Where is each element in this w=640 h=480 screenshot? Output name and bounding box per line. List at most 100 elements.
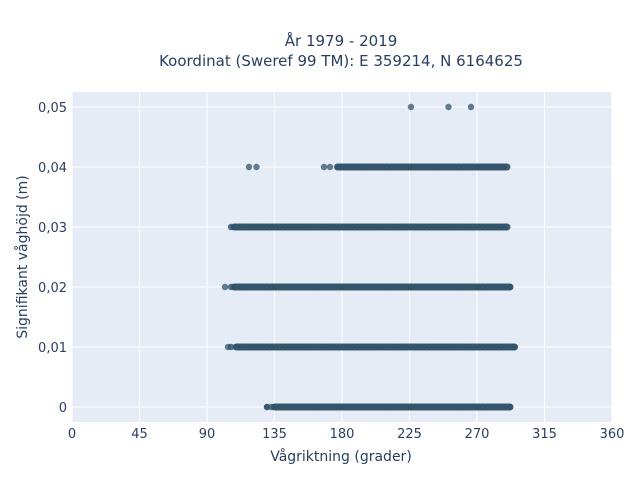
data-point — [452, 223, 460, 231]
data-point — [232, 223, 239, 231]
data-point — [376, 403, 383, 411]
data-point — [358, 343, 365, 351]
data-point — [295, 223, 302, 231]
data-point — [272, 283, 280, 291]
data-point — [376, 343, 383, 351]
data-point — [250, 223, 257, 231]
data-point — [407, 283, 415, 291]
data-point — [295, 343, 302, 351]
data-point — [380, 403, 388, 411]
y-tick-label: 0,04 — [38, 161, 67, 176]
data-point — [313, 343, 320, 351]
data-point — [277, 403, 284, 411]
data-point — [254, 343, 262, 351]
data-point — [455, 163, 463, 171]
x-tick-label: 45 — [131, 427, 148, 442]
data-point — [334, 163, 341, 171]
data-point — [448, 343, 455, 351]
data-point — [371, 403, 379, 411]
data-point — [491, 163, 499, 171]
data-point — [434, 283, 442, 291]
data-point — [389, 283, 397, 291]
data-point — [340, 223, 347, 231]
data-point — [286, 283, 293, 291]
data-point — [398, 343, 406, 351]
data-point — [425, 283, 433, 291]
data-point — [290, 343, 298, 351]
x-axis-title: Vågriktning (grader) — [270, 448, 412, 465]
data-point — [290, 403, 298, 411]
data-point — [466, 343, 473, 351]
data-point — [424, 163, 431, 171]
data-point — [478, 163, 485, 171]
data-point — [430, 343, 437, 351]
data-point — [268, 343, 275, 351]
data-point — [437, 163, 445, 171]
data-point — [263, 223, 271, 231]
data-point — [407, 223, 415, 231]
data-point — [221, 283, 229, 291]
data-point — [308, 283, 316, 291]
data-point — [227, 223, 235, 231]
data-point — [407, 103, 415, 111]
data-point — [497, 343, 505, 351]
data-point — [439, 283, 446, 291]
data-point — [340, 283, 347, 291]
data-point — [358, 403, 365, 411]
data-point — [331, 283, 338, 291]
data-point — [434, 223, 442, 231]
data-point — [259, 283, 266, 291]
data-point — [457, 343, 464, 351]
data-point — [313, 223, 320, 231]
data-point — [439, 343, 446, 351]
data-point — [236, 283, 244, 291]
data-point — [254, 283, 262, 291]
data-point — [304, 343, 311, 351]
data-point — [358, 223, 365, 231]
data-point — [484, 283, 491, 291]
chart-title-line2: Koordinat (Sweref 99 TM): E 359214, N 61… — [159, 52, 523, 70]
x-tick-label: 90 — [199, 427, 216, 442]
data-point — [272, 223, 280, 231]
data-point — [367, 403, 374, 411]
data-point — [493, 223, 500, 231]
data-point — [484, 223, 491, 231]
data-point — [295, 403, 302, 411]
data-point — [461, 223, 469, 231]
data-point — [416, 403, 424, 411]
data-point — [286, 343, 293, 351]
data-point — [428, 163, 436, 171]
data-point — [475, 343, 482, 351]
data-point — [388, 163, 395, 171]
data-point — [434, 403, 442, 411]
data-point — [379, 163, 386, 171]
data-point — [286, 223, 293, 231]
data-point — [479, 343, 487, 351]
data-point — [349, 343, 356, 351]
data-point — [349, 403, 356, 411]
data-point — [493, 343, 500, 351]
y-tick-label: 0,02 — [38, 281, 67, 296]
y-axis-ticks: 0 0,01 0,02 0,03 0,04 0,05 — [38, 101, 67, 416]
data-point — [473, 163, 481, 171]
data-point — [353, 223, 361, 231]
data-point — [394, 283, 401, 291]
y-tick-label: 0,05 — [38, 101, 67, 116]
data-point — [487, 163, 494, 171]
data-point — [430, 223, 437, 231]
data-point — [412, 283, 419, 291]
data-point — [443, 343, 451, 351]
data-point — [493, 403, 500, 411]
data-point — [452, 343, 460, 351]
data-point — [461, 403, 469, 411]
data-point — [236, 343, 244, 351]
data-point — [470, 223, 478, 231]
chart-title-line1: År 1979 - 2019 — [285, 31, 398, 50]
data-point — [448, 283, 455, 291]
data-point — [371, 283, 379, 291]
data-point — [224, 343, 232, 351]
data-point — [343, 163, 350, 171]
data-point — [460, 163, 467, 171]
x-tick-label: 225 — [397, 427, 422, 442]
